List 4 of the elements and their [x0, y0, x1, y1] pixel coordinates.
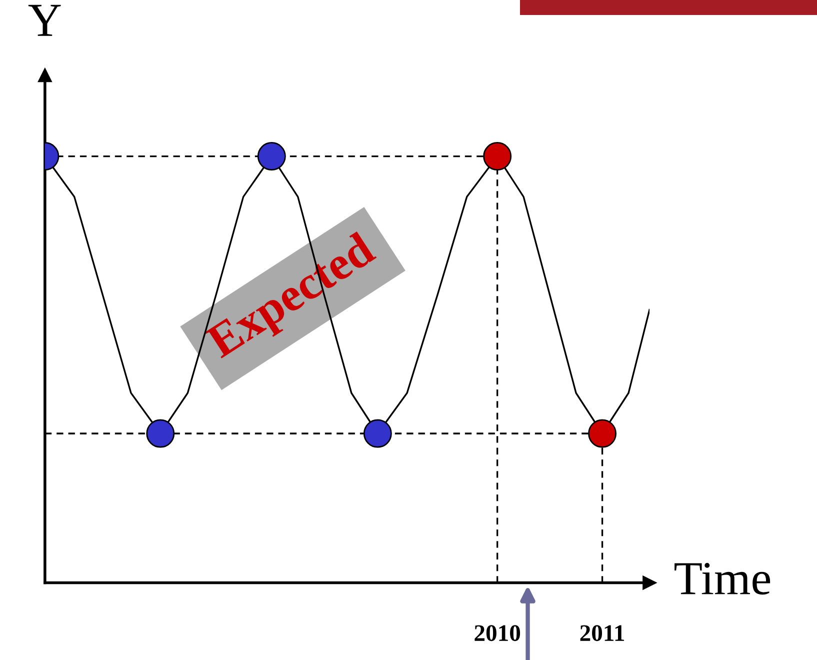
x-tick-label: 2010 [474, 625, 520, 642]
y-axis-title: Y [28, 4, 61, 36]
x-axis-title: Time [674, 562, 770, 595]
x-tick-label: 2011 [580, 625, 624, 642]
